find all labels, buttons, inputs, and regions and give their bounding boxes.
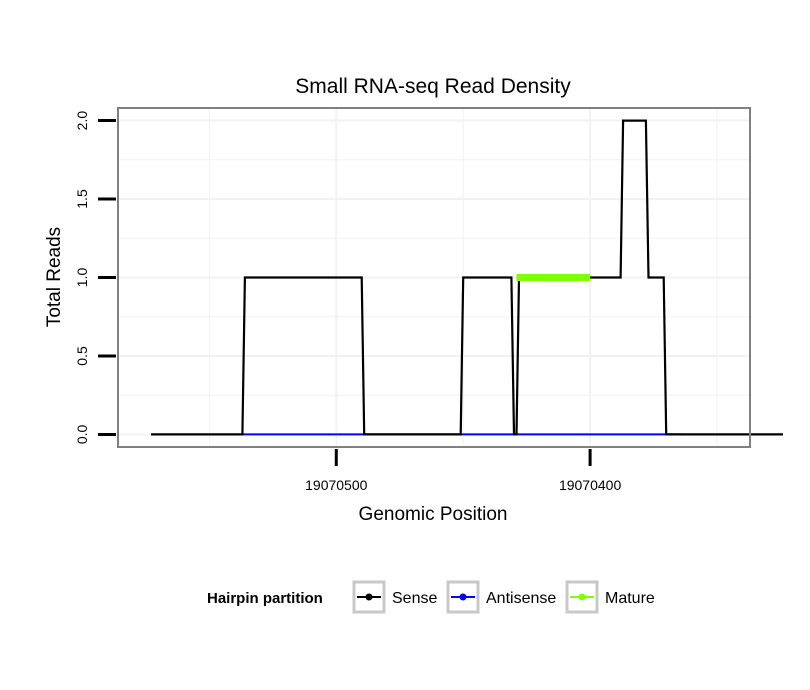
x-axis: 19070500 19070400 — [305, 449, 621, 493]
legend: Hairpin partition Sense Antisense Mature — [207, 580, 655, 614]
y-axis: 0.0 0.5 1.0 1.5 2.0 — [74, 111, 116, 444]
legend-entry-mature: Mature — [565, 580, 655, 614]
legend-key-point — [459, 593, 467, 601]
legend-entries: Sense Antisense Mature — [352, 580, 655, 614]
legend-key-box — [565, 580, 599, 614]
x-tick-label: 19070500 — [305, 477, 368, 493]
legend-label: Sense — [392, 590, 437, 607]
y-tick-label: 0.5 — [74, 346, 90, 366]
legend-key-point — [578, 593, 586, 601]
chart-title: Small RNA-seq Read Density — [295, 75, 571, 98]
legend-entry-sense: Sense — [352, 580, 437, 614]
y-tick-label: 0.0 — [74, 424, 90, 444]
legend-label: Mature — [605, 590, 655, 607]
y-tick-label: 1.5 — [74, 189, 90, 209]
y-tick-label: 2.0 — [74, 111, 90, 131]
legend-key-point — [365, 593, 373, 601]
series-layer — [151, 119, 783, 436]
y-tick-label: 1.0 — [74, 268, 90, 288]
x-tick-label: 19070400 — [559, 477, 622, 493]
legend-label: Antisense — [486, 590, 556, 607]
y-axis-label: Total Reads — [44, 227, 65, 327]
x-axis-label: Genomic Position — [359, 504, 508, 525]
plot-panel — [117, 107, 783, 448]
legend-title: Hairpin partition — [207, 590, 323, 607]
series-line-sense — [151, 119, 783, 436]
legend-entry-antisense: Antisense — [446, 580, 556, 614]
panel-border — [117, 107, 751, 448]
